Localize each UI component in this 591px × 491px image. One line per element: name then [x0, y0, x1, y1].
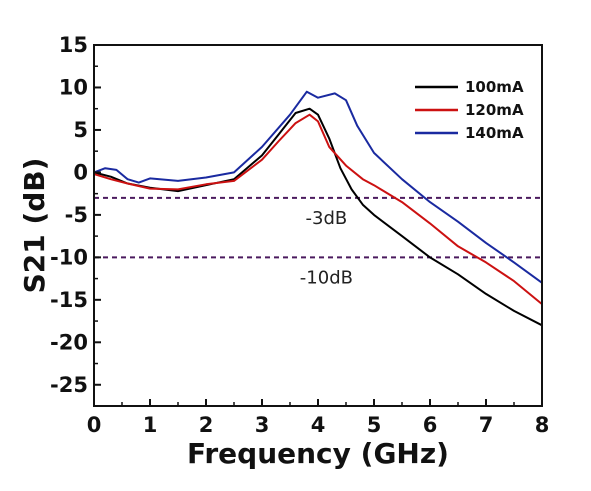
legend: 100mA 120mA 140mA	[415, 78, 524, 142]
y-tick-label: -15	[50, 288, 88, 312]
y-tick-label: 10	[59, 75, 88, 99]
y-tick-label: -5	[65, 203, 88, 227]
legend-label: 120mA	[465, 101, 524, 119]
series-line	[93, 113, 543, 305]
reference-line-label: -3dB	[306, 208, 348, 229]
x-tick-label: 1	[143, 413, 158, 437]
y-tick-label: -20	[50, 330, 88, 354]
y-tick-label: -25	[50, 373, 88, 397]
x-tick-label: 8	[535, 413, 550, 437]
series-line	[93, 90, 543, 284]
y-tick-label: -10	[50, 245, 88, 269]
y-axis-title: S21 (dB)	[18, 158, 51, 294]
legend-label: 140mA	[465, 124, 524, 142]
y-tick-label: 15	[59, 33, 88, 57]
x-tick-label: 3	[255, 413, 270, 437]
series-lines	[93, 90, 543, 327]
reference-lines: -3dB -10dB	[94, 196, 542, 288]
y-tick-label: 5	[73, 118, 88, 142]
x-tick-label: 4	[311, 413, 326, 437]
y-tick-label: 0	[73, 160, 88, 184]
x-tick-label: 2	[199, 413, 214, 437]
x-axis-title: Frequency (GHz)	[187, 437, 449, 470]
x-tick-label: 6	[423, 413, 438, 437]
legend-label: 100mA	[465, 78, 524, 96]
x-tick-label: 7	[479, 413, 494, 437]
axis-ticks: 0 1 2 3 4 5 6 7 8 15 10 5 0 -5 -10 -15 -20 -25	[50, 33, 549, 437]
x-tick-label: 5	[367, 413, 382, 437]
x-tick-label: 0	[87, 413, 102, 437]
reference-line-label: -10dB	[300, 267, 353, 288]
